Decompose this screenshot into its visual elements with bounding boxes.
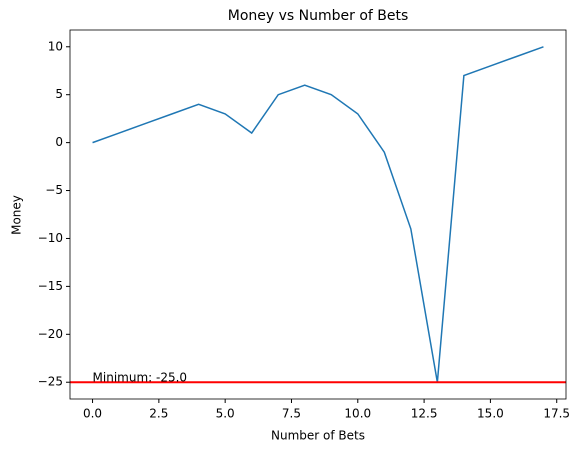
annotation: Minimum: -25.0 — [93, 371, 188, 385]
x-tick-label: 12.5 — [411, 407, 438, 421]
x-tick-label: 10.0 — [344, 407, 371, 421]
x-tick-label: 2.5 — [149, 407, 168, 421]
y-tick-label: −5 — [45, 183, 63, 197]
chart-title: Money vs Number of Bets — [228, 8, 409, 24]
x-tick-label: 15.0 — [477, 407, 504, 421]
plot-frame — [69, 29, 567, 400]
y-tick-label: −20 — [38, 327, 63, 341]
x-tick-label: 17.5 — [543, 407, 570, 421]
y-tick-label: −25 — [38, 375, 63, 389]
x-axis-label: Number of Bets — [271, 429, 365, 443]
y-axis-label: Money — [10, 195, 24, 235]
y-tick-label: 0 — [55, 135, 63, 149]
y-tick-label: −15 — [38, 279, 63, 293]
x-tick-label: 0.0 — [83, 407, 102, 421]
x-tick-label: 5.0 — [216, 407, 235, 421]
data-line — [92, 46, 544, 383]
x-tick-label: 7.5 — [282, 407, 301, 421]
y-tick-label: −10 — [38, 231, 63, 245]
y-tick-label: 10 — [48, 39, 63, 53]
y-tick-label: 5 — [55, 87, 63, 101]
